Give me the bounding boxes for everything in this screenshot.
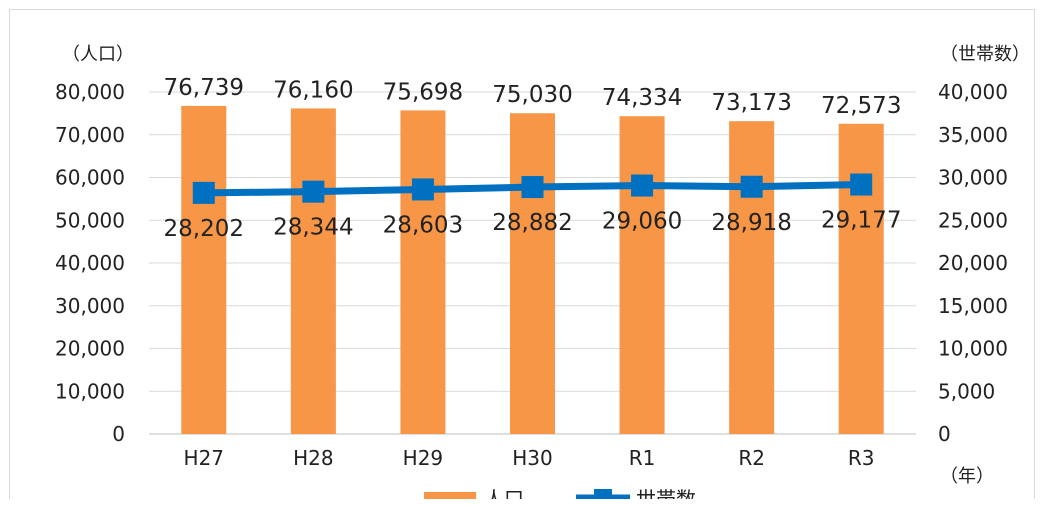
y-left-tick-label: 60,000 <box>55 166 125 190</box>
x-category-label: R1 <box>629 446 656 470</box>
household-point-marker <box>302 180 325 203</box>
household-value-label: 28,918 <box>711 210 791 236</box>
x-category-label: H28 <box>293 446 334 470</box>
y-left-tick-label: 80,000 <box>55 80 125 104</box>
y-left-tick-label: 70,000 <box>55 123 125 147</box>
population-value-label: 75,030 <box>492 82 572 108</box>
y-left-tick-label: 40,000 <box>55 251 125 275</box>
population-bar <box>838 123 884 434</box>
household-value-label: 29,060 <box>602 209 682 235</box>
population-value-label: 76,160 <box>273 77 353 103</box>
household-point-marker <box>631 174 654 197</box>
y-right-tick-label: 20,000 <box>938 251 1008 275</box>
household-value-label: 29,177 <box>821 208 901 234</box>
axes: 0 0 10,000 5,000 20,000 10,000 30,000 15,000 40,… <box>55 44 1030 487</box>
y-right-tick-label: 35,000 <box>938 123 1008 147</box>
y-left-tick-label: 30,000 <box>55 294 125 318</box>
population-value-label: 76,739 <box>164 75 244 101</box>
legend-label-households: 世帯数 <box>636 487 696 499</box>
y-left-tick-label: 10,000 <box>55 379 125 403</box>
x-unit-label: （年） <box>940 466 994 487</box>
population-value-label: 74,334 <box>602 85 682 111</box>
y-right-tick-label: 0 <box>938 422 951 446</box>
data-labels: 76,739 76,160 75,698 75,030 74,334 73,173 72,5… <box>164 75 902 242</box>
y-right-tick-label: 15,000 <box>938 294 1008 318</box>
household-value-label: 28,882 <box>492 210 572 236</box>
household-point-marker <box>192 181 215 204</box>
legend-swatch-household-marker <box>594 489 612 499</box>
x-category-label: R2 <box>738 446 765 470</box>
y-left-tick-label: 50,000 <box>55 208 125 232</box>
population-bar <box>510 113 555 434</box>
y-right-tick-label: 40,000 <box>938 80 1008 104</box>
household-point-marker <box>740 175 763 198</box>
y-right-unit-label: （世帯数） <box>940 44 1030 65</box>
x-category-label: R3 <box>848 446 875 470</box>
population-value-label: 75,698 <box>383 79 463 105</box>
household-value-label: 28,344 <box>273 215 353 241</box>
legend: 人口 世帯数 <box>424 487 696 499</box>
population-bar <box>400 110 446 434</box>
y-right-tick-label: 30,000 <box>938 166 1008 190</box>
y-right-tick-label: 10,000 <box>938 337 1008 361</box>
population-bar <box>619 116 665 434</box>
population-bar <box>729 121 775 434</box>
y-left-tick-label: 0 <box>112 422 125 446</box>
y-right-tick-label: 5,000 <box>938 379 995 403</box>
household-point-marker <box>850 173 873 196</box>
y-right-tick-label: 25,000 <box>938 208 1008 232</box>
household-value-label: 28,603 <box>383 212 463 238</box>
population-bar <box>181 105 227 435</box>
x-category-label: H27 <box>184 446 225 470</box>
household-point-marker <box>411 178 434 201</box>
household-line <box>192 173 873 204</box>
x-category-label: H30 <box>512 446 553 470</box>
bars <box>181 105 884 435</box>
chart-frame: 76,739 76,160 75,698 75,030 74,334 73,173 72,5… <box>9 9 1035 499</box>
population-value-label: 73,173 <box>711 90 791 116</box>
legend-swatch-population <box>424 492 476 499</box>
population-value-label: 72,573 <box>821 93 901 119</box>
y-left-tick-label: 20,000 <box>55 337 125 361</box>
household-value-label: 28,202 <box>164 216 244 242</box>
x-category-label: H29 <box>403 446 444 470</box>
population-households-chart: 76,739 76,160 75,698 75,030 74,334 73,173 72,5… <box>55 44 1030 499</box>
legend-label-population: 人口 <box>484 487 524 499</box>
y-left-unit-label: （人口） <box>62 44 134 65</box>
household-point-marker <box>521 176 544 199</box>
population-bar <box>290 108 336 434</box>
